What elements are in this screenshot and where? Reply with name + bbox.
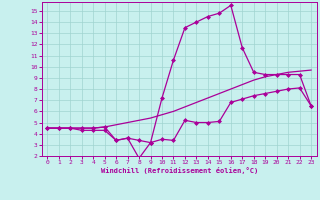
X-axis label: Windchill (Refroidissement éolien,°C): Windchill (Refroidissement éolien,°C) <box>100 167 258 174</box>
